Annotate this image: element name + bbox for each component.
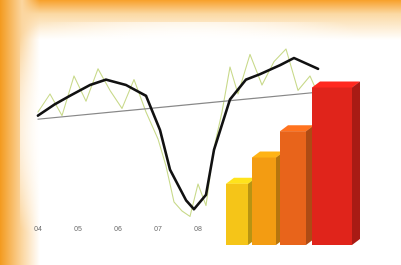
bar (226, 184, 248, 245)
bar (280, 131, 306, 245)
x-tick-label: 05 (74, 226, 82, 233)
picture: 04050607080910 (0, 0, 401, 265)
x-tick-label: 07 (154, 226, 162, 233)
x-tick-label: 06 (114, 226, 122, 233)
bar (312, 88, 352, 246)
bar-top (312, 82, 360, 88)
x-tick-label: 04 (34, 226, 42, 233)
bar-side (352, 82, 360, 246)
bar (252, 158, 276, 246)
x-tick-label: 08 (194, 226, 202, 233)
chart: 04050607080910 (0, 0, 401, 265)
